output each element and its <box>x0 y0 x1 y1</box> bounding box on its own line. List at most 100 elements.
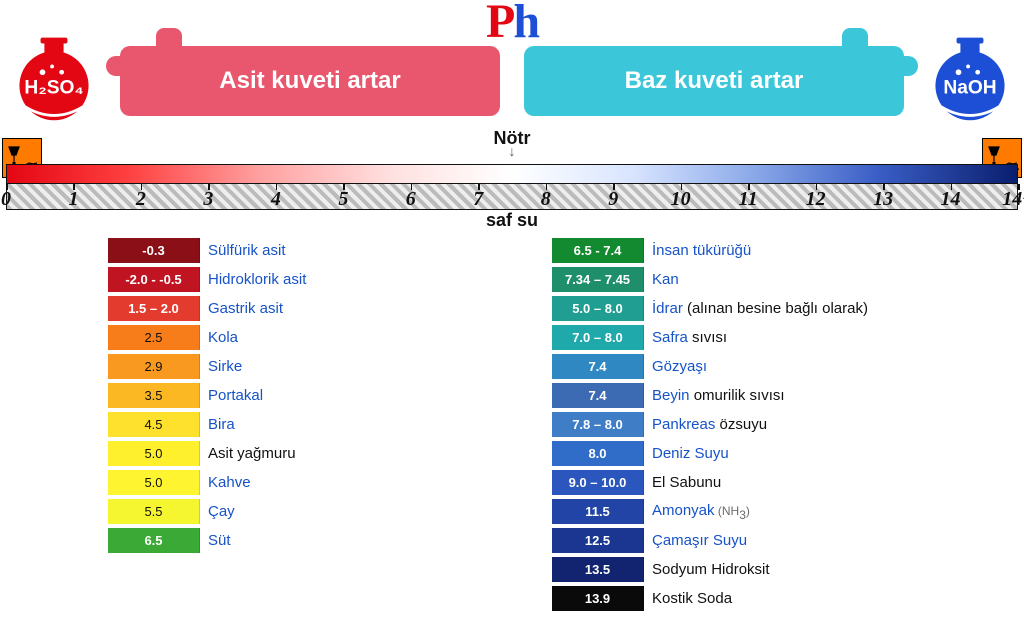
ph-chip: 2.5 <box>108 325 200 350</box>
ph-chip: 7.8 – 8.0 <box>552 412 644 437</box>
ph-chip: 5.0 – 8.0 <box>552 296 644 321</box>
table-row: 4.5Bira <box>108 410 306 439</box>
table-row: 2.5Kola <box>108 323 306 352</box>
ph-chip: 2.9 <box>108 354 200 379</box>
table-row: 6.5 - 7.4İnsan tükürüğü <box>552 236 868 265</box>
banner-acid: Asit kuveti artar <box>120 46 500 116</box>
arrow-down-icon: ↓ <box>494 147 531 155</box>
header-region: Ph H₂SO₄ NaOH <box>0 0 1024 128</box>
scale-number: 2 <box>136 188 146 211</box>
substance-label: Amonyak (NH3) <box>644 502 750 522</box>
table-row: 7.4Beyin omurilik sıvısı <box>552 381 868 410</box>
table-row: 7.8 – 8.0Pankreas özsuyu <box>552 410 868 439</box>
table-row: 2.9Sirke <box>108 352 306 381</box>
scale-number: 7 <box>473 188 483 211</box>
substance-label: Bira <box>200 416 235 433</box>
ph-numbers: 0123456789101112131414+ <box>6 188 1018 212</box>
table-row: -0.3Sülfürik asit <box>108 236 306 265</box>
substance-label: Gastrik asit <box>200 300 283 317</box>
flask-acid-icon: H₂SO₄ <box>6 30 102 126</box>
ph-chip: 8.0 <box>552 441 644 466</box>
table-row: 5.0Kahve <box>108 468 306 497</box>
substance-label: Sülfürik asit <box>200 242 286 259</box>
ph-p: P <box>486 0 513 48</box>
scale-number: 11 <box>739 188 758 211</box>
neutral-label: Nötr ↓ <box>494 128 531 155</box>
substance-label: Beyin omurilik sıvısı <box>644 387 785 404</box>
scale-number: 5 <box>338 188 348 211</box>
table-row: -2.0 - -0.5Hidroklorik asit <box>108 265 306 294</box>
substance-label: Portakal <box>200 387 263 404</box>
scale-number: 3 <box>203 188 213 211</box>
table-row: 5.0Asit yağmuru <box>108 439 306 468</box>
pure-water-label: saf su <box>486 210 538 231</box>
substance-label: İnsan tükürüğü <box>644 242 751 259</box>
svg-text:NaOH: NaOH <box>943 77 996 98</box>
table-row: 7.0 – 8.0Safra sıvısı <box>552 323 868 352</box>
ph-chip: 11.5 <box>552 499 644 524</box>
scale-number: 13 <box>873 188 893 211</box>
scale-number: 10 <box>671 188 691 211</box>
substance-label: Kan <box>644 271 679 288</box>
substance-label: Deniz Suyu <box>644 445 729 462</box>
table-row: 11.5Amonyak (NH3) <box>552 497 868 526</box>
scale-number: 14 <box>941 188 961 211</box>
substance-label: Kola <box>200 329 238 346</box>
substance-label: Çamaşır Suyu <box>644 532 747 549</box>
ph-chip: 13.9 <box>552 586 644 611</box>
ph-chip: 4.5 <box>108 412 200 437</box>
table-row: 8.0Deniz Suyu <box>552 439 868 468</box>
banner-acid-label: Asit kuveti artar <box>219 67 400 95</box>
scale-number: 14+ <box>1002 188 1024 211</box>
table-row: 5.5Çay <box>108 497 306 526</box>
ph-chip: 5.5 <box>108 499 200 524</box>
ph-chip: 7.34 – 7.45 <box>552 267 644 292</box>
scale-number: 9 <box>608 188 618 211</box>
flask-base-icon: NaOH <box>922 30 1018 126</box>
substance-label: Sodyum Hidroksit <box>644 561 770 578</box>
acid-table: -0.3Sülfürik asit-2.0 - -0.5Hidroklorik … <box>108 236 306 555</box>
ph-chip: 1.5 – 2.0 <box>108 296 200 321</box>
substance-label: Asit yağmuru <box>200 445 296 462</box>
scale-number: 1 <box>68 188 78 211</box>
substance-label: İdrar (alınan besine bağlı olarak) <box>644 300 868 317</box>
substance-label: Safra sıvısı <box>644 329 727 346</box>
substance-label: Pankreas özsuyu <box>644 416 767 433</box>
ph-chip: 5.0 <box>108 470 200 495</box>
base-table: 6.5 - 7.4İnsan tükürüğü7.34 – 7.45Kan5.0… <box>552 236 868 613</box>
ph-chip: 6.5 <box>108 528 200 553</box>
ph-h: h <box>513 0 538 48</box>
substance-label: Çay <box>200 503 235 520</box>
table-row: 6.5Süt <box>108 526 306 555</box>
scale-number: 0 <box>1 188 11 211</box>
table-row: 7.4Gözyaşı <box>552 352 868 381</box>
ph-chip: -2.0 - -0.5 <box>108 267 200 292</box>
banner-base-label: Baz kuveti artar <box>625 67 804 95</box>
substance-label: Sirke <box>200 358 242 375</box>
ph-chip: 3.5 <box>108 383 200 408</box>
table-row: 9.0 – 10.0El Sabunu <box>552 468 868 497</box>
ph-chip: 7.4 <box>552 383 644 408</box>
scale-number: 4 <box>271 188 281 211</box>
scale-number: 12 <box>806 188 826 211</box>
ph-chip: 12.5 <box>552 528 644 553</box>
svg-text:H₂SO₄: H₂SO₄ <box>24 77 83 98</box>
table-row: 12.5Çamaşır Suyu <box>552 526 868 555</box>
substance-label: Hidroklorik asit <box>200 271 306 288</box>
ph-chip: 7.0 – 8.0 <box>552 325 644 350</box>
substance-label: Kahve <box>200 474 251 491</box>
substance-label: El Sabunu <box>644 474 721 491</box>
ph-chip: 7.4 <box>552 354 644 379</box>
scale-number: 8 <box>541 188 551 211</box>
ph-gradient-bar <box>6 164 1018 184</box>
ph-chip: -0.3 <box>108 238 200 263</box>
scale-number: 6 <box>406 188 416 211</box>
table-row: 13.5Sodyum Hidroksit <box>552 555 868 584</box>
ph-chip: 5.0 <box>108 441 200 466</box>
table-row: 7.34 – 7.45Kan <box>552 265 868 294</box>
ph-title: Ph <box>486 0 538 49</box>
table-row: 5.0 – 8.0İdrar (alınan besine bağlı olar… <box>552 294 868 323</box>
banner-base: Baz kuveti artar <box>524 46 904 116</box>
substance-label: Gözyaşı <box>644 358 707 375</box>
table-row: 1.5 – 2.0Gastrik asit <box>108 294 306 323</box>
